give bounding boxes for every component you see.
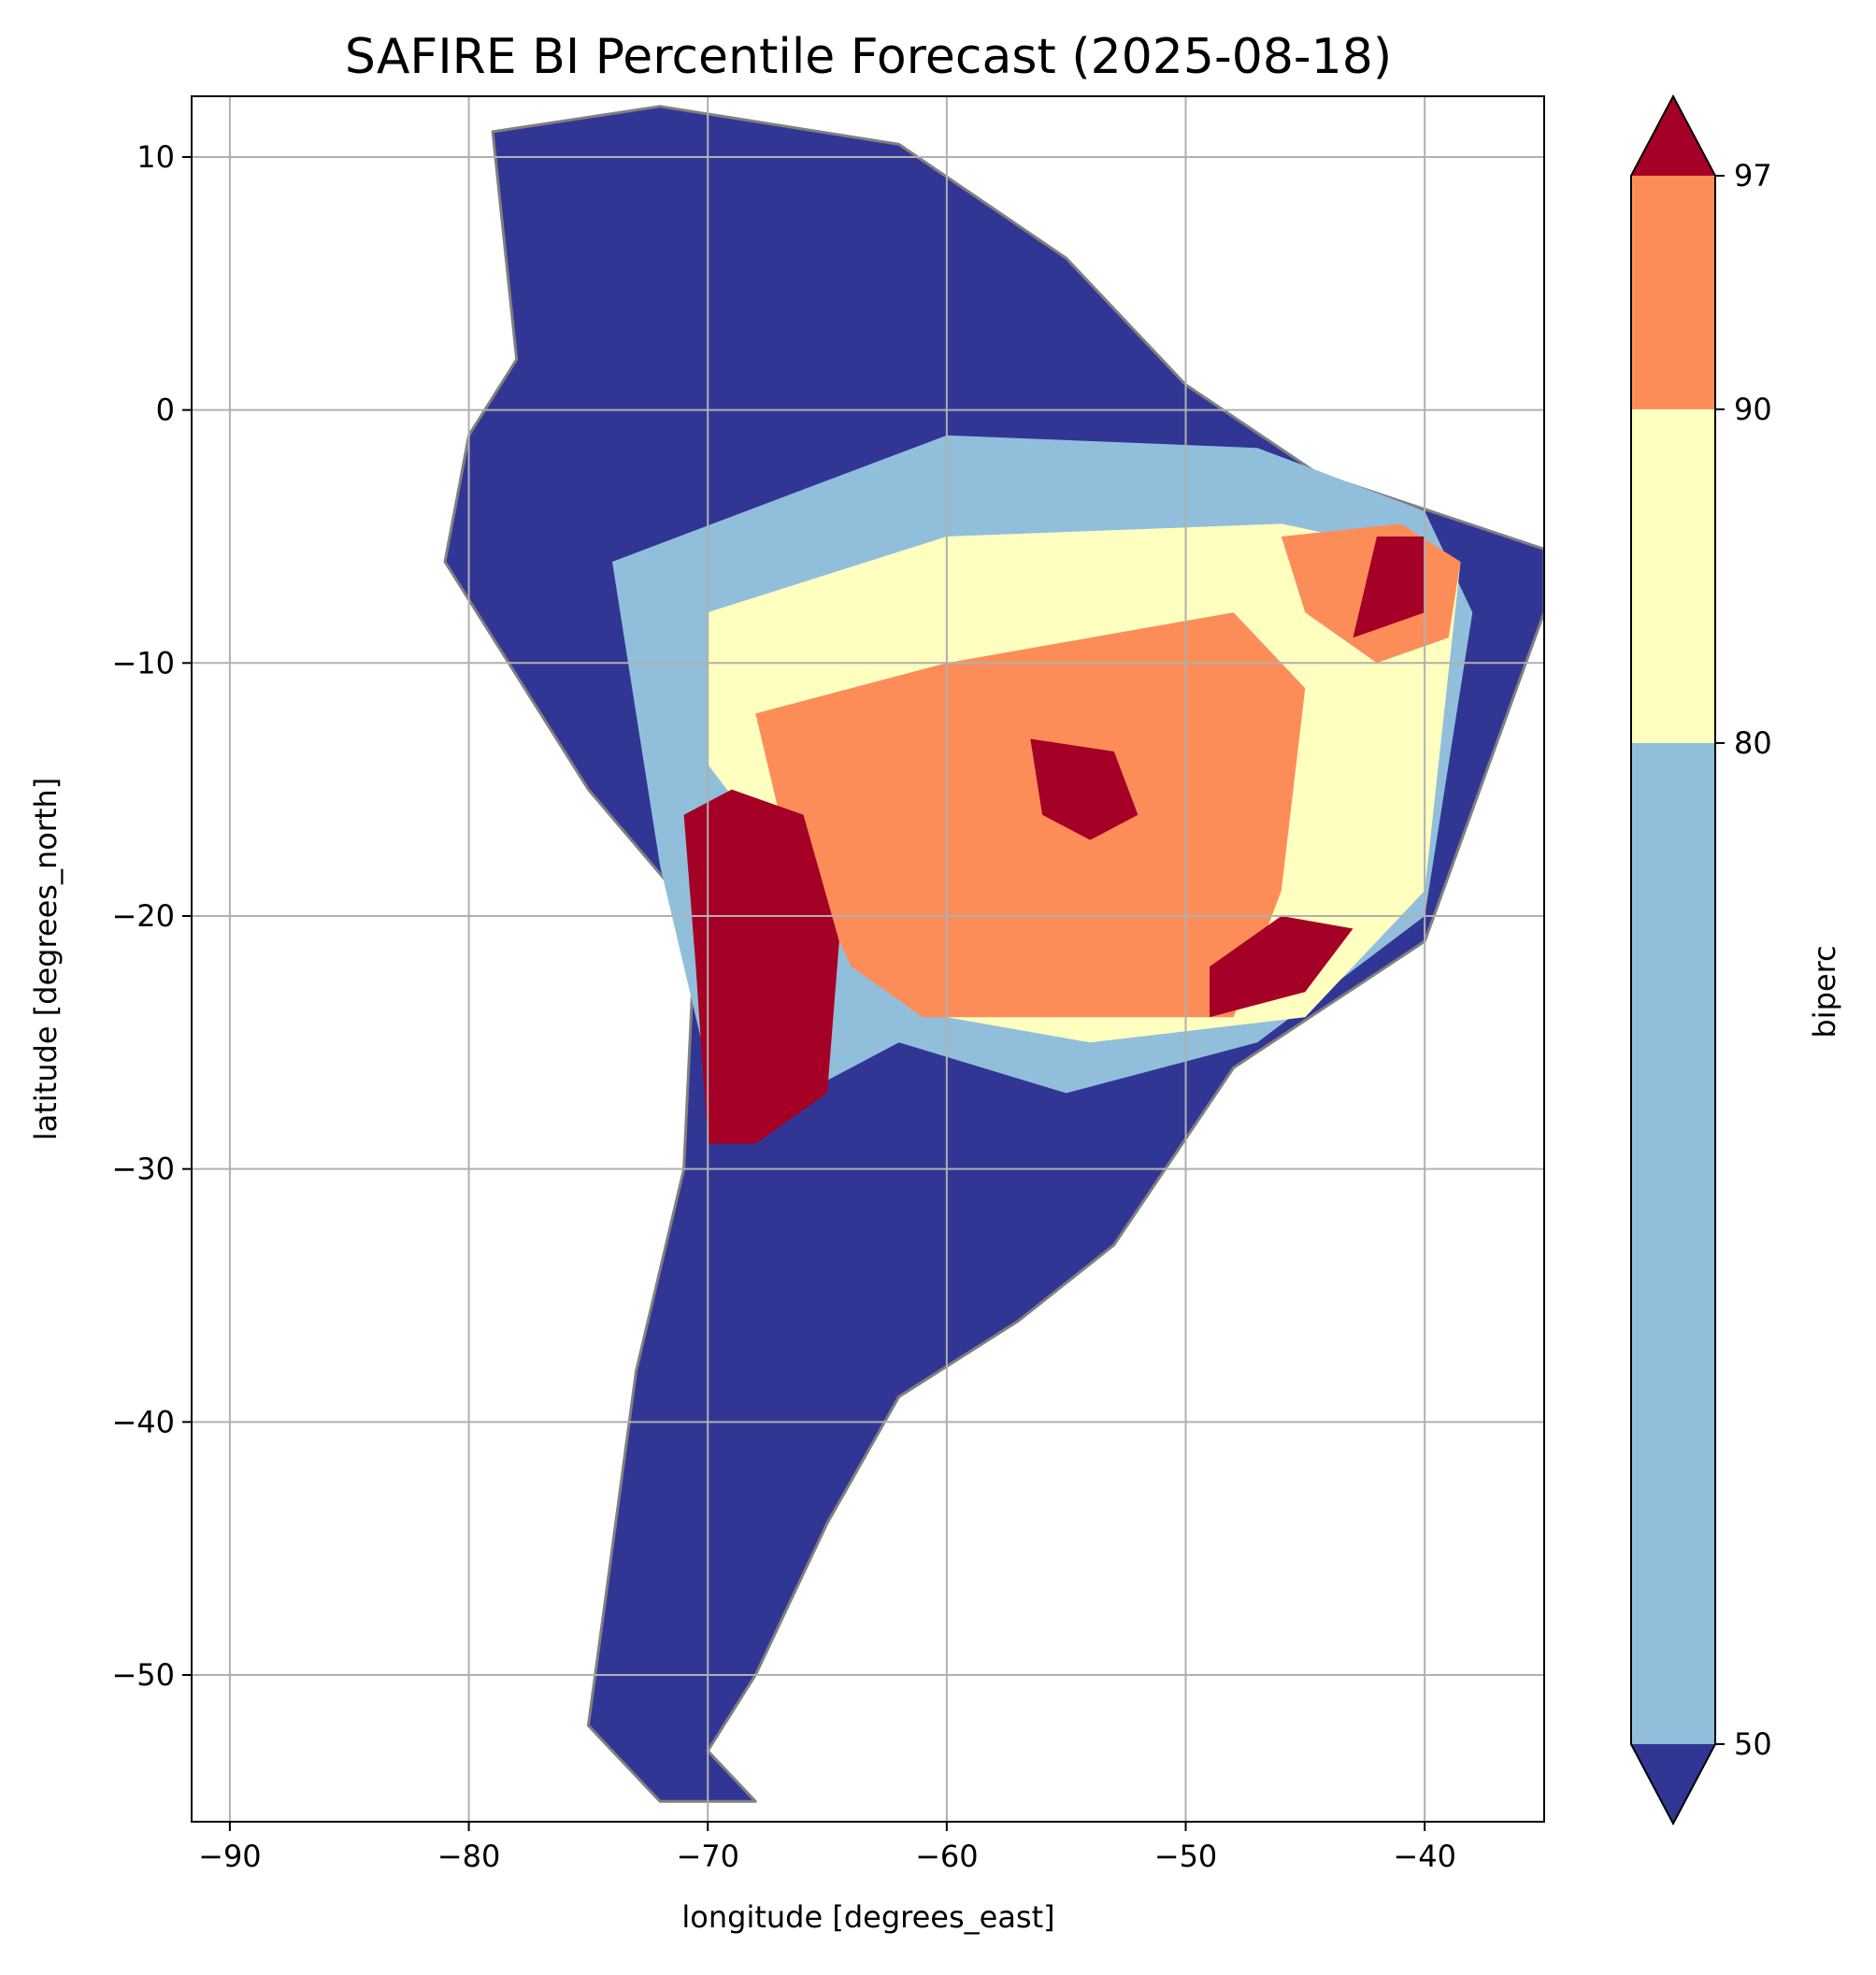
colorbar: 50 80 90 97 bbox=[1630, 93, 1772, 1826]
map-region-above-97 bbox=[1030, 738, 1138, 840]
colorbar-segment bbox=[1631, 408, 1715, 743]
x-axis-ticks: −90 −80 −70 −60 −50 −40 bbox=[198, 1822, 1456, 1874]
y-axis-label: latitude [degrees_north] bbox=[28, 778, 64, 1141]
colorbar-extend-min bbox=[1631, 1744, 1715, 1824]
y-tick-label: 0 bbox=[156, 393, 175, 428]
gridlines bbox=[192, 96, 1544, 1822]
x-tick-label: −70 bbox=[676, 1839, 739, 1874]
chart-title: SAFIRE BI Percentile Forecast (2025-08-1… bbox=[345, 29, 1392, 85]
plot-frame bbox=[191, 95, 1545, 1823]
y-axis-ticks: 10 0 −10 −20 −30 −40 −50 bbox=[111, 139, 192, 1693]
colorbar-tick-label: 50 bbox=[1734, 1726, 1772, 1762]
y-tick-label: 10 bbox=[136, 139, 175, 175]
y-tick-label: −20 bbox=[111, 898, 175, 934]
map-region-above-97 bbox=[683, 789, 839, 1144]
colorbar-tick-label: 90 bbox=[1734, 392, 1772, 427]
x-tick-label: −50 bbox=[1154, 1839, 1218, 1874]
x-tick-label: −60 bbox=[915, 1839, 979, 1874]
colorbar-extend-max bbox=[1631, 96, 1715, 176]
y-tick-label: −40 bbox=[111, 1404, 175, 1439]
colorbar-segment bbox=[1631, 176, 1715, 409]
map-region-above-97 bbox=[1210, 916, 1353, 1018]
y-tick-label: −10 bbox=[111, 645, 175, 680]
colorbar-segment bbox=[1631, 742, 1715, 1744]
colorbar-label: biperc bbox=[1807, 945, 1842, 1038]
colorbar-tick-label: 80 bbox=[1734, 725, 1772, 761]
y-tick-label: −50 bbox=[111, 1657, 175, 1693]
x-tick-label: −90 bbox=[198, 1839, 262, 1874]
x-axis-label: longitude [degrees_east] bbox=[681, 1899, 1054, 1935]
map-region-above-97 bbox=[1353, 537, 1425, 638]
colorbar-tick-label: 97 bbox=[1734, 158, 1772, 193]
x-tick-label: −40 bbox=[1393, 1839, 1456, 1874]
y-tick-label: −30 bbox=[111, 1152, 175, 1187]
x-tick-label: −80 bbox=[437, 1839, 501, 1874]
